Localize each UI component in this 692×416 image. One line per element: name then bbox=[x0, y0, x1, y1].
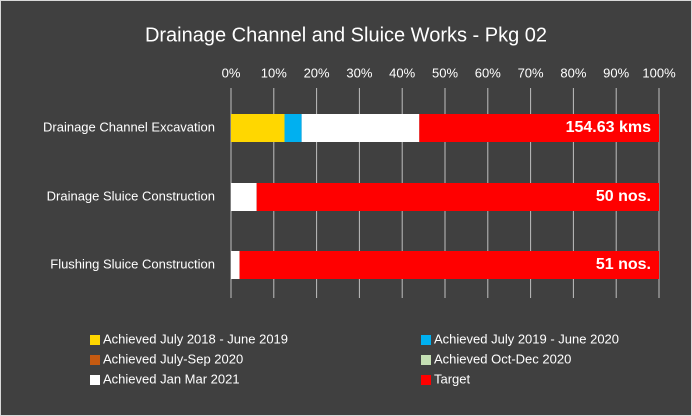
legend-label: Achieved July 2019 - June 2020 bbox=[434, 331, 619, 346]
y-tick-label: Drainage Channel Excavation bbox=[43, 119, 215, 134]
legend-swatch bbox=[90, 335, 100, 345]
x-tick-label: 30% bbox=[346, 65, 372, 80]
legend-swatch bbox=[90, 355, 100, 365]
bar-segment bbox=[231, 183, 257, 211]
bar-segment bbox=[301, 114, 420, 142]
bar-label: 154.63 kms bbox=[566, 119, 652, 136]
x-tick-label: 0% bbox=[222, 65, 241, 80]
x-tick-label: 20% bbox=[304, 65, 330, 80]
legend-label: Target bbox=[434, 371, 471, 386]
legend-label: Achieved July-Sep 2020 bbox=[103, 351, 243, 366]
x-tick-label: 70% bbox=[518, 65, 544, 80]
bar-segment bbox=[284, 114, 302, 142]
x-tick-label: 90% bbox=[603, 65, 629, 80]
legend-swatch bbox=[90, 375, 100, 385]
legend-swatch bbox=[421, 375, 431, 385]
chart-title: Drainage Channel and Sluice Works - Pkg … bbox=[145, 24, 547, 46]
legend-label: Achieved Oct-Dec 2020 bbox=[434, 351, 571, 366]
legend-label: Achieved Jan Mar 2021 bbox=[103, 371, 240, 386]
bar-label: 50 nos. bbox=[596, 188, 651, 205]
legend-swatch bbox=[421, 335, 431, 345]
y-tick-label: Flushing Sluice Construction bbox=[50, 256, 215, 271]
legend-swatch bbox=[421, 355, 431, 365]
legend-label: Achieved July 2018 - June 2019 bbox=[103, 331, 288, 346]
bar-segment bbox=[239, 251, 659, 279]
x-tick-label: 10% bbox=[261, 65, 287, 80]
bar-label: 51 nos. bbox=[596, 256, 651, 273]
y-tick-label: Drainage Sluice Construction bbox=[47, 188, 215, 203]
bar-segment bbox=[256, 183, 659, 211]
x-tick-label: 80% bbox=[560, 65, 586, 80]
bar-segment bbox=[231, 114, 285, 142]
bar-segment bbox=[419, 114, 659, 142]
x-tick-label: 100% bbox=[642, 65, 676, 80]
x-tick-label: 60% bbox=[475, 65, 501, 80]
x-tick-label: 50% bbox=[432, 65, 458, 80]
x-tick-label: 40% bbox=[389, 65, 415, 80]
bar-segment bbox=[231, 251, 240, 279]
